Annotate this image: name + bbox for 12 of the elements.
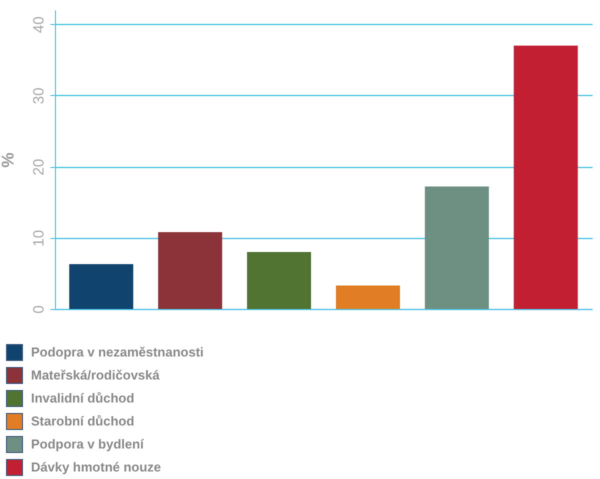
legend-label: Mateřská/rodičovská — [31, 368, 160, 382]
legend-label: Podopra v nezaměstnanosti — [31, 344, 204, 360]
y-tick-label: 0 — [30, 305, 48, 314]
legend-label: Dávky hmotné nouze — [31, 460, 162, 474]
y-axis-title: % — [0, 152, 18, 168]
legend-label: Invalidní důchod — [31, 390, 134, 406]
y-tick-label: 10 — [30, 230, 48, 247]
y-tick-label: 20 — [30, 158, 48, 176]
legend-label: Starobní důchod — [31, 414, 134, 428]
legend-label: Podpora v bydlení — [31, 436, 144, 452]
y-tick-label: 40 — [30, 16, 48, 34]
y-tick-label: 30 — [30, 88, 48, 104]
